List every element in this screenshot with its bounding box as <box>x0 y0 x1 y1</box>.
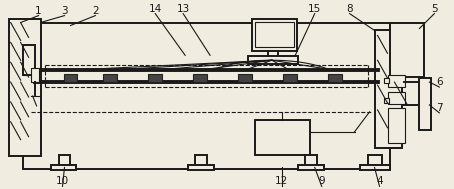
Text: 1: 1 <box>35 6 42 16</box>
Bar <box>360 166 390 170</box>
Bar <box>384 98 389 103</box>
Text: 5: 5 <box>431 4 438 14</box>
Bar <box>384 78 389 83</box>
Text: 8: 8 <box>346 4 353 14</box>
Text: 4: 4 <box>376 176 383 186</box>
Text: 2: 2 <box>92 6 99 16</box>
Text: 13: 13 <box>177 4 190 14</box>
Bar <box>283 74 297 82</box>
Bar <box>23 45 35 75</box>
Bar <box>50 166 76 170</box>
Text: 15: 15 <box>308 4 321 14</box>
Bar <box>195 155 207 168</box>
Bar <box>375 30 402 148</box>
Bar <box>328 74 342 82</box>
Text: 12: 12 <box>275 176 288 186</box>
Bar <box>298 166 324 170</box>
Bar <box>419 78 431 130</box>
Bar <box>255 22 294 47</box>
Bar <box>268 51 278 59</box>
Bar <box>9 19 40 156</box>
Bar <box>305 155 317 168</box>
Bar <box>148 74 162 82</box>
Bar <box>388 75 405 87</box>
Bar <box>104 74 117 82</box>
Bar <box>23 22 390 170</box>
Text: 7: 7 <box>436 103 443 113</box>
Bar <box>255 120 310 155</box>
Bar <box>59 155 70 168</box>
Bar <box>252 19 297 51</box>
Bar <box>388 92 405 104</box>
Bar <box>193 74 207 82</box>
Text: 14: 14 <box>148 4 162 14</box>
Bar <box>64 74 78 82</box>
Text: 3: 3 <box>61 6 68 16</box>
Bar <box>238 74 252 82</box>
Text: 6: 6 <box>436 77 443 87</box>
Bar <box>368 155 381 168</box>
Text: 9: 9 <box>318 176 325 186</box>
Bar <box>188 166 214 170</box>
Bar <box>388 108 405 143</box>
Bar <box>30 68 39 82</box>
Text: 10: 10 <box>56 176 69 186</box>
Bar <box>390 22 424 77</box>
Bar <box>248 56 298 64</box>
